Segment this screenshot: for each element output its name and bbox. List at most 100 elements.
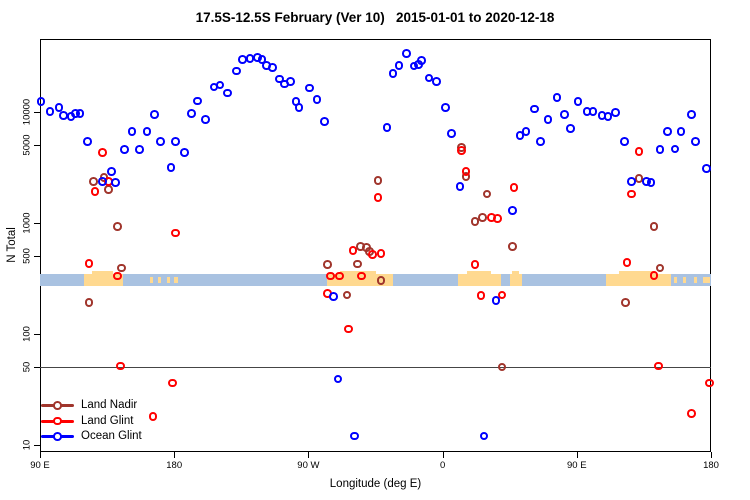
data-point-land_nadir [112, 222, 122, 231]
data-point-land_glint [98, 148, 107, 157]
x-tick-mark [174, 452, 176, 458]
data-point-ocean_glint [106, 167, 116, 176]
data-point-ocean_glint [655, 145, 665, 154]
data-point-ocean_glint [663, 127, 672, 137]
data-point-land_glint [171, 228, 180, 238]
data-point-ocean_glint [180, 148, 189, 157]
map-strip-islet [150, 277, 154, 283]
data-point-ocean_glint [268, 63, 277, 72]
data-point-ocean_glint [382, 123, 392, 132]
data-point-land_glint [687, 409, 696, 419]
data-point-land_nadir [89, 177, 98, 186]
chart-title: 17.5S-12.5S February (Ver 10) 2015-01-01… [195, 10, 555, 25]
legend-label: Land Glint [81, 414, 134, 427]
data-point-land_glint [704, 378, 714, 388]
data-point-ocean_glint [530, 104, 540, 114]
data-point-ocean_glint [646, 178, 656, 188]
y-tick-label: 1000 [21, 212, 33, 234]
data-point-ocean_glint [543, 115, 553, 124]
map-strip-land [458, 274, 502, 286]
data-point-ocean_glint [98, 177, 107, 186]
data-point-ocean_glint [432, 77, 441, 87]
data-point-ocean_glint [223, 88, 232, 98]
data-point-ocean_glint [54, 103, 64, 112]
data-point-ocean_glint [619, 137, 629, 146]
x-tick-label: 90 E [30, 460, 50, 471]
data-point-land_nadir [353, 259, 362, 269]
data-point-ocean_glint [150, 110, 159, 119]
data-point-ocean_glint [193, 96, 203, 106]
data-point-ocean_glint [171, 137, 180, 146]
legend-circle-icon [53, 416, 62, 426]
data-point-land_nadir [470, 217, 480, 227]
data-point-ocean_glint [45, 107, 55, 116]
x-tick-label: 180 [703, 460, 719, 471]
y-tick-label: 100 [21, 326, 33, 342]
data-point-land_glint [115, 361, 125, 371]
x-tick-mark [576, 452, 578, 458]
data-point-land_glint [357, 271, 367, 281]
data-point-ocean_glint [573, 97, 583, 106]
data-point-ocean_glint [187, 109, 197, 118]
data-point-ocean_glint [83, 137, 92, 146]
y-axis-label: N Total [6, 227, 18, 263]
data-point-land_glint [112, 271, 122, 281]
data-point-ocean_glint [701, 164, 711, 174]
data-point-ocean_glint [329, 292, 338, 302]
legend-item-land_nadir: Land Nadir [41, 398, 191, 414]
data-point-ocean_glint [135, 145, 144, 154]
map-strip-land-coast [618, 271, 655, 274]
legend-label: Land Nadir [81, 399, 138, 411]
data-point-ocean_glint [120, 145, 129, 154]
map-strip-islet [674, 277, 678, 283]
legend-item-ocean_glint: Ocean Glint [41, 429, 191, 445]
data-point-land_nadir [621, 298, 630, 308]
data-point-ocean_glint [455, 182, 465, 191]
data-point-ocean_glint [111, 178, 121, 188]
y-tick-mark [34, 112, 40, 113]
data-point-ocean_glint [305, 83, 314, 93]
data-point-ocean_glint [588, 106, 598, 116]
data-point-ocean_glint [515, 131, 525, 140]
data-point-ocean_glint [603, 112, 613, 122]
data-point-land_nadir [649, 222, 659, 231]
map-strip-land [605, 274, 671, 286]
data-point-ocean_glint [627, 177, 636, 186]
data-point-ocean_glint [75, 109, 85, 118]
map-strip-islet [157, 277, 161, 283]
data-point-ocean_glint [491, 295, 501, 305]
data-point-land_nadir [103, 185, 113, 195]
data-point-land_glint [627, 189, 636, 199]
data-point-land_glint [376, 249, 386, 258]
y-tick-mark [34, 334, 40, 335]
x-tick-label: 90 W [297, 460, 320, 471]
data-point-land_glint [509, 183, 519, 192]
data-point-ocean_glint [36, 97, 46, 106]
data-point-ocean_glint [275, 74, 285, 84]
y-tick-label: 10000 [21, 98, 33, 126]
data-point-ocean_glint [508, 206, 517, 216]
data-point-land_glint [461, 167, 471, 176]
data-point-ocean_glint [257, 55, 267, 64]
x-tick-mark [711, 452, 712, 458]
data-point-ocean_glint [232, 66, 241, 76]
data-point-ocean_glint [142, 127, 152, 137]
y-tick-mark [34, 367, 40, 369]
data-point-ocean_glint [127, 127, 137, 137]
data-point-ocean_glint [320, 117, 329, 126]
map-strip-land-coast [512, 271, 519, 274]
data-point-ocean_glint [333, 374, 343, 384]
data-point-land_glint [649, 271, 659, 280]
data-point-land_glint [634, 147, 644, 156]
x-tick-mark [308, 452, 310, 458]
data-point-land_glint [470, 260, 480, 269]
data-point-ocean_glint [166, 163, 176, 172]
x-tick-mark [40, 452, 41, 458]
data-point-land_glint [373, 193, 383, 202]
data-point-land_glint [344, 324, 353, 334]
data-point-ocean_glint [552, 93, 562, 102]
legend-item-land_glint: Land Glint [41, 414, 191, 430]
data-point-ocean_glint [394, 61, 404, 70]
data-point-land_nadir [508, 242, 517, 251]
